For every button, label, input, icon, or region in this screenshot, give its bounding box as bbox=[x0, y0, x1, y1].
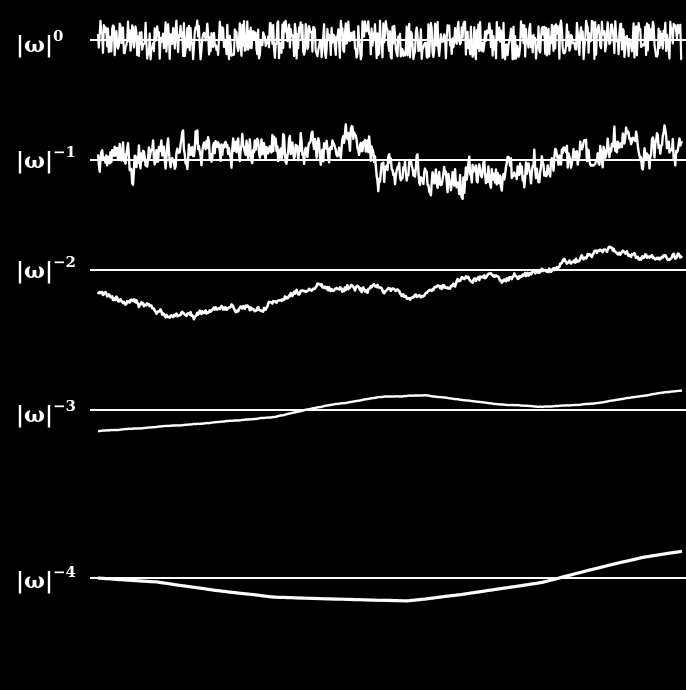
series-label-base: |ω| bbox=[16, 258, 53, 284]
series-trace-4 bbox=[97, 549, 683, 603]
series-label-4: |ω|−4 bbox=[16, 563, 76, 594]
series-label-3: |ω|−3 bbox=[16, 397, 76, 428]
series-trace-1 bbox=[96, 123, 684, 201]
series-trace-2 bbox=[96, 245, 684, 321]
series-label-exponent: 0 bbox=[53, 27, 63, 45]
series-label-1: |ω|−1 bbox=[16, 143, 76, 174]
series-label-base: |ω| bbox=[16, 148, 53, 174]
series-label-base: |ω| bbox=[16, 32, 53, 58]
series-label-0: |ω|0 bbox=[16, 27, 63, 58]
series-label-2: |ω|−2 bbox=[16, 253, 76, 284]
series-trace-3 bbox=[97, 389, 683, 433]
series-label-base: |ω| bbox=[16, 568, 53, 594]
series-label-exponent: −2 bbox=[53, 253, 76, 271]
series-trace-0 bbox=[96, 19, 683, 61]
series-label-exponent: −1 bbox=[53, 143, 76, 161]
series-label-base: |ω| bbox=[16, 402, 53, 428]
series-label-exponent: −4 bbox=[53, 563, 76, 581]
series-label-exponent: −3 bbox=[53, 397, 76, 415]
